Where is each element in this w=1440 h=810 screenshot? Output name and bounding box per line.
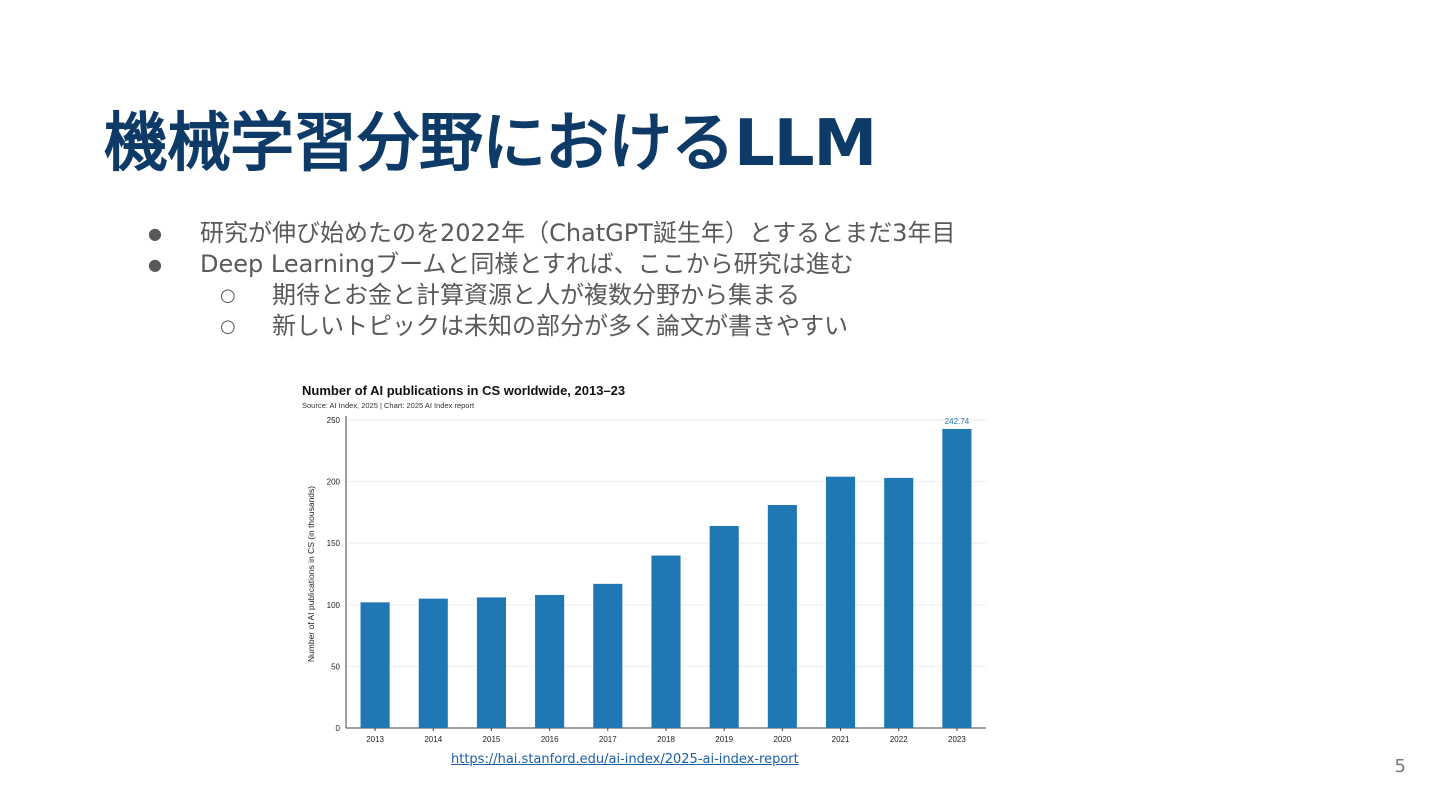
bullet-item: ● 研究が伸び始めたのを2022年（ChatGPT誕生年）とするとまだ3年目 [148, 218, 955, 249]
bullet-dot-icon: ● [148, 255, 162, 274]
page-number: 5 [1394, 756, 1406, 777]
chart-title: Number of AI publications in CS worldwid… [302, 383, 625, 398]
bar-2021 [826, 476, 856, 728]
bar-2016 [535, 594, 565, 728]
bullet-dot-icon: ● [148, 224, 162, 243]
x-tick-label: 2013 [366, 735, 384, 744]
x-tick-label: 2023 [948, 735, 966, 744]
bullet-text: Deep Learningブームと同様とすれば、ここから研究は進む [200, 250, 854, 278]
source-link[interactable]: https://hai.stanford.edu/ai-index/2025-a… [451, 752, 799, 767]
bullet-circle-icon: ○ [220, 316, 236, 337]
y-tick-label: 50 [331, 662, 340, 671]
bar-2019 [709, 525, 739, 728]
bullet-list: ● 研究が伸び始めたのを2022年（ChatGPT誕生年）とするとまだ3年目 ● De… [148, 218, 955, 342]
publications-chart: Number of AI publications in CS worldwid… [296, 378, 996, 756]
bullet-circle-icon: ○ [220, 285, 236, 306]
bar-2022 [884, 477, 914, 728]
y-axis-label: Number of AI publications in CS (in thou… [306, 486, 316, 662]
bar-2015 [476, 597, 506, 728]
y-tick-label: 250 [327, 416, 341, 425]
bullet-text: 研究が伸び始めたのを2022年（ChatGPT誕生年）とするとまだ3年目 [200, 219, 956, 247]
y-tick-label: 0 [336, 724, 341, 733]
data-label: 242.74 [945, 417, 970, 426]
bullet-text: 新しいトピックは未知の部分が多く論文が書きやすい [272, 312, 848, 340]
bullet-item: ● Deep Learningブームと同様とすれば、ここから研究は進む [148, 249, 955, 280]
y-tick-label: 150 [327, 539, 341, 548]
x-tick-label: 2019 [715, 735, 733, 744]
bar-2014 [418, 598, 448, 728]
bar-2013 [360, 602, 390, 728]
bullet-item: ○ 期待とお金と計算資源と人が複数分野から集まる [148, 280, 955, 311]
x-tick-label: 2021 [832, 735, 850, 744]
x-tick-label: 2022 [890, 735, 908, 744]
y-tick-label: 100 [327, 601, 341, 610]
bullet-item: ○ 新しいトピックは未知の部分が多く論文が書きやすい [148, 311, 955, 342]
x-tick-label: 2020 [773, 735, 791, 744]
x-tick-label: 2017 [599, 735, 617, 744]
x-tick-label: 2015 [483, 735, 501, 744]
bar-2017 [593, 583, 623, 728]
bullet-text: 期待とお金と計算資源と人が複数分野から集まる [272, 281, 800, 309]
y-tick-label: 200 [327, 478, 341, 487]
bar-2020 [767, 505, 797, 728]
publications-chart-svg: Number of AI publications in CS worldwid… [302, 383, 986, 744]
bar-2023 [942, 428, 972, 728]
bar-2018 [651, 555, 681, 728]
x-tick-label: 2018 [657, 735, 675, 744]
chart-subtitle: Source: AI Index, 2025 | Chart: 2025 AI … [302, 401, 475, 410]
x-tick-label: 2014 [424, 735, 442, 744]
slide-title: 機械学習分野におけるLLM [104, 107, 877, 181]
x-tick-label: 2016 [541, 735, 559, 744]
